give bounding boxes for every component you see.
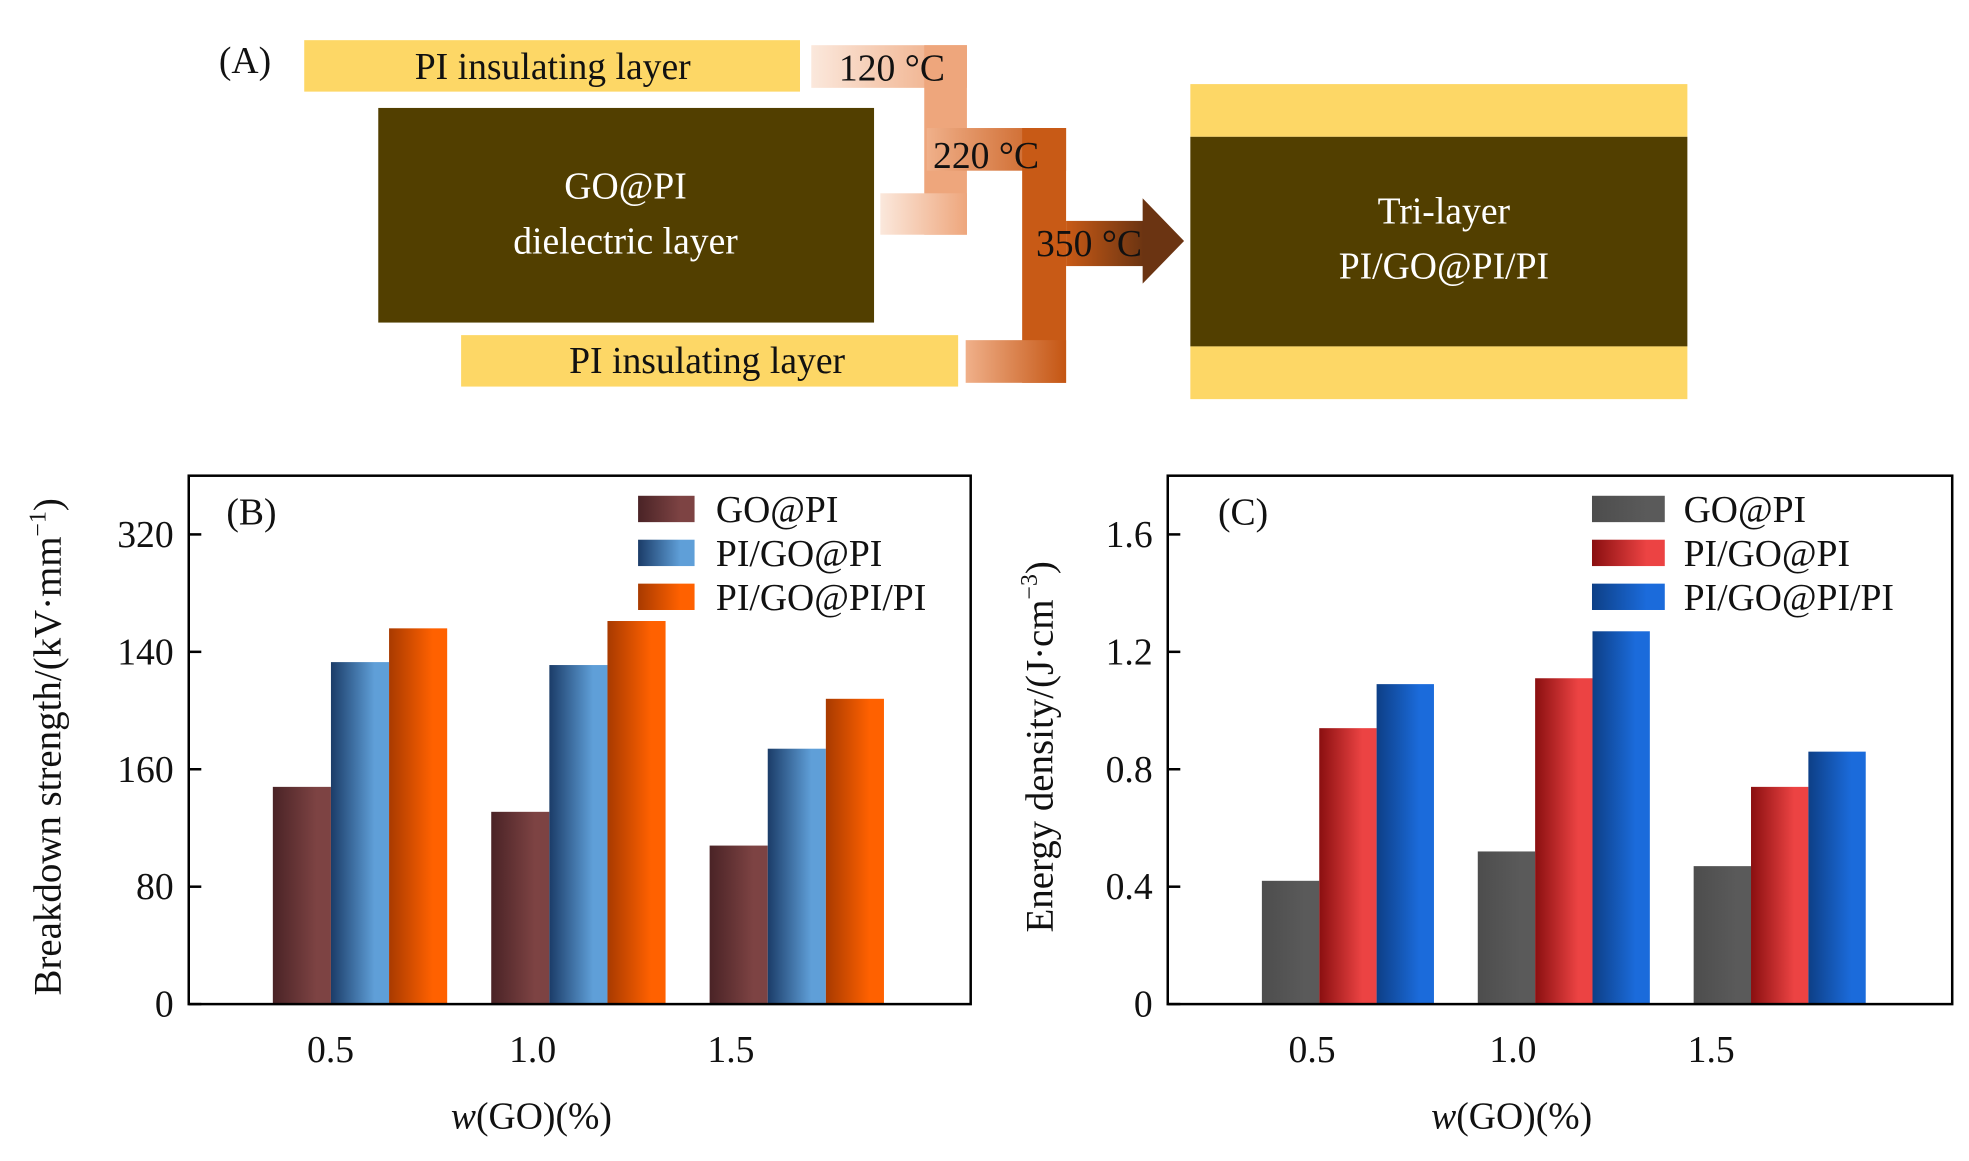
temp-120-label: 120 °C bbox=[839, 47, 945, 89]
y-axis-title-close: ) bbox=[1018, 561, 1061, 574]
bar-pi-go-pi-pi-1.0 bbox=[607, 621, 666, 1005]
legend-label: PI/GO@PI bbox=[1684, 533, 1850, 575]
y-axis-title-text: Energy density/(J·cm bbox=[1018, 599, 1061, 932]
dielectric-label-2: dielectric layer bbox=[513, 221, 738, 263]
temp-350-label: 350 °C bbox=[1036, 223, 1142, 265]
bar-pi-go-pi-1.0 bbox=[549, 665, 608, 1005]
x-axis-title-unit: (GO)(%) bbox=[476, 1095, 612, 1137]
bar-pi-go-pi-pi-0.5 bbox=[1376, 684, 1434, 1005]
bar-go-pi-1.5 bbox=[709, 845, 768, 1005]
legend-label: GO@PI bbox=[1684, 489, 1807, 531]
bottom-insulating-layer bbox=[461, 335, 959, 387]
panel-label-a: (A) bbox=[219, 40, 271, 82]
bar-go-pi-0.5 bbox=[272, 786, 331, 1005]
top-insulating-layer bbox=[304, 40, 800, 92]
legend-swatch bbox=[1591, 583, 1665, 610]
x-axis-title: w(GO)(%) bbox=[451, 1095, 612, 1137]
panel-label: (C) bbox=[1218, 492, 1268, 534]
step-220-pipe bbox=[926, 128, 1067, 383]
step-120-pipe bbox=[811, 45, 967, 235]
result-middle-layer bbox=[1190, 136, 1688, 347]
bar-pi-go-pi-1.0 bbox=[1535, 678, 1593, 1005]
legend-swatch bbox=[638, 583, 695, 610]
y-tick-label: 320 bbox=[117, 514, 173, 556]
result-label-2: PI/GO@PI/PI bbox=[1339, 246, 1549, 288]
y-tick-label: 0.4 bbox=[1106, 866, 1153, 908]
y-tick-label: 80 bbox=[136, 866, 174, 908]
bar-pi-go-pi-pi-1.5 bbox=[825, 698, 884, 1005]
plot-frame bbox=[187, 474, 972, 1006]
bar-go-pi-1.0 bbox=[1477, 851, 1536, 1005]
legend-swatch bbox=[638, 539, 695, 567]
y-axis-title: Breakdown strength/(kV·mm−1) bbox=[26, 498, 70, 995]
legend-label: PI/GO@PI/PI bbox=[716, 577, 926, 619]
y-tick-label: 140 bbox=[117, 631, 173, 673]
top-layer-label: PI insulating layer bbox=[415, 46, 691, 88]
bar-pi-go-pi-0.5 bbox=[330, 662, 390, 1005]
dielectric-layer bbox=[378, 107, 875, 323]
x-tick-label: 1.5 bbox=[1688, 1029, 1735, 1071]
bar-pi-go-pi-pi-1.0 bbox=[1592, 631, 1650, 1005]
bar-pi-go-pi-0.5 bbox=[1319, 728, 1377, 1005]
y-tick-label: 1.6 bbox=[1106, 514, 1153, 556]
y-axis-title: Energy density/(J·cm−3) bbox=[1017, 561, 1061, 932]
x-axis-title: w(GO)(%) bbox=[1431, 1095, 1592, 1137]
dielectric-label-1: GO@PI bbox=[564, 165, 686, 207]
bar-pi-go-pi-pi-1.5 bbox=[1808, 751, 1866, 1005]
step-350-arrow-icon bbox=[1066, 198, 1185, 284]
bar-go-pi-1.0 bbox=[491, 811, 550, 1005]
x-tick-label: 1.0 bbox=[509, 1029, 556, 1071]
temp-220-label: 220 °C bbox=[933, 135, 1039, 177]
y-tick-label: 0.8 bbox=[1106, 749, 1153, 791]
x-tick-label: 0.5 bbox=[307, 1029, 354, 1071]
legend-swatch bbox=[638, 495, 695, 523]
y-axis-title-close: ) bbox=[27, 498, 70, 511]
y-axis-title-sup: −1 bbox=[26, 511, 52, 536]
bar-pi-go-pi-pi-0.5 bbox=[389, 628, 448, 1005]
y-axis-title-text: Breakdown strength/(kV·mm bbox=[27, 536, 70, 995]
legend-label: PI/GO@PI bbox=[716, 533, 882, 575]
result-label-1: Tri-layer bbox=[1378, 190, 1511, 232]
y-tick-label: 1.2 bbox=[1106, 631, 1153, 673]
x-tick-label: 1.5 bbox=[707, 1029, 754, 1071]
bar-go-pi-0.5 bbox=[1261, 880, 1320, 1005]
legend-swatch bbox=[1591, 539, 1665, 567]
x-tick-label: 1.0 bbox=[1489, 1029, 1536, 1071]
y-tick-label: 0 bbox=[1134, 984, 1153, 1026]
y-tick-label: 160 bbox=[117, 749, 173, 791]
bar-go-pi-1.5 bbox=[1693, 866, 1752, 1005]
schematic-panel-a: (A) PI insulating layer GO@PI dielectric… bbox=[219, 40, 1688, 400]
bar-pi-go-pi-1.5 bbox=[767, 748, 826, 1005]
panel-label: (B) bbox=[226, 492, 276, 534]
legend-label: GO@PI bbox=[716, 489, 839, 531]
result-top-layer bbox=[1190, 84, 1688, 137]
bar-pi-go-pi-1.5 bbox=[1751, 786, 1809, 1005]
x-axis-title-var: w bbox=[451, 1095, 476, 1137]
y-tick-label: 0 bbox=[155, 984, 174, 1026]
y-axis-title-sup: −3 bbox=[1017, 574, 1043, 599]
legend-swatch bbox=[1591, 495, 1665, 523]
legend-label: PI/GO@PI/PI bbox=[1684, 577, 1894, 619]
bottom-layer-label: PI insulating layer bbox=[569, 340, 845, 382]
x-axis-title-var: w bbox=[1431, 1095, 1456, 1137]
result-bottom-layer bbox=[1190, 346, 1688, 400]
x-tick-label: 0.5 bbox=[1289, 1029, 1336, 1071]
x-axis-title-unit: (GO)(%) bbox=[1456, 1095, 1592, 1137]
plot-frame bbox=[1166, 474, 1954, 1006]
